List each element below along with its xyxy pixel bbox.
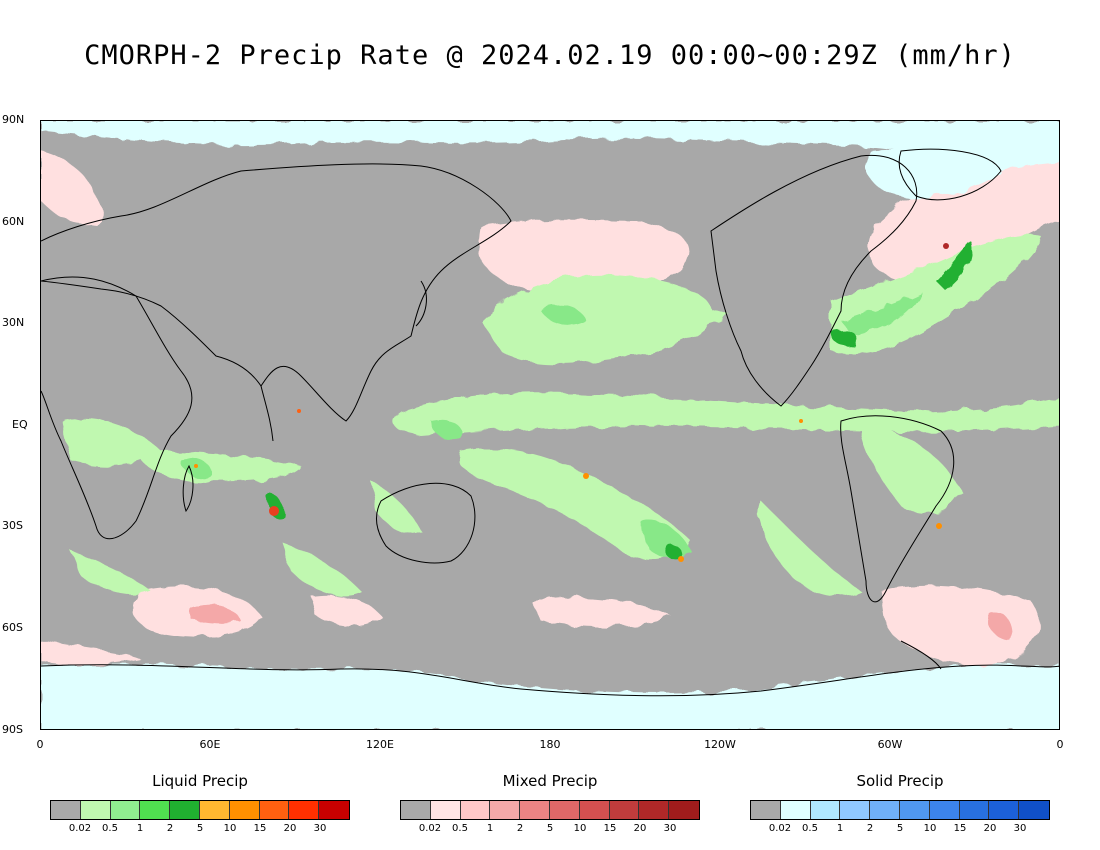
lon-label-120w: 120W xyxy=(704,738,736,751)
legend-title-solid: Solid Precip xyxy=(856,772,944,790)
legend-tick-label: 2 xyxy=(866,823,874,834)
lat-label-eq: EQ xyxy=(12,418,28,431)
legend-swatch xyxy=(609,801,640,819)
antarctic-precip-region xyxy=(41,585,1059,729)
lat-label-60n: 60N xyxy=(2,215,25,228)
legend-swatch xyxy=(140,801,171,819)
legend-swatch xyxy=(259,801,290,819)
legend-swatch xyxy=(110,801,141,819)
coast-greenland xyxy=(898,148,1002,201)
legend-swatch xyxy=(289,801,320,819)
precip-map xyxy=(40,120,1060,730)
legend-tick-label: 20 xyxy=(983,823,997,834)
legend-bar-solid xyxy=(750,800,1050,820)
legend-swatch xyxy=(199,801,230,819)
legend-tick-label: 10 xyxy=(573,823,587,834)
legend-tick-label: 5 xyxy=(196,823,204,834)
legend-swatch xyxy=(639,801,670,819)
legend-tick-label: 1 xyxy=(836,823,844,834)
lat-label-90s: 90S xyxy=(2,723,23,736)
precip-map-svg xyxy=(41,121,1059,729)
legend-swatch xyxy=(1019,801,1049,819)
legend-tick-label: 0.5 xyxy=(452,823,468,834)
legend-tick-label: 2 xyxy=(516,823,524,834)
legend-ticks-solid: 0.02 0.5 1 2 5 10 15 20 30 xyxy=(750,823,1050,837)
legend-tick-label: 30 xyxy=(1013,823,1027,834)
coast-south-america xyxy=(840,415,955,603)
lat-label-60s: 60S xyxy=(2,621,23,634)
coastlines xyxy=(41,148,1059,697)
legend-swatch xyxy=(810,801,841,819)
legend-tick-label: 10 xyxy=(223,823,237,834)
coast-madagascar xyxy=(182,464,194,513)
lat-label-30s: 30S xyxy=(2,519,23,532)
coast-australia xyxy=(375,482,476,564)
heavy-rain-cores xyxy=(181,241,972,562)
legend-ticks-liquid: 0.02 0.5 1 2 5 10 15 20 30 xyxy=(50,823,350,837)
legend-tick-label: 20 xyxy=(283,823,297,834)
legend-swatch xyxy=(899,801,930,819)
legend-tick-label: 0.02 xyxy=(768,823,792,834)
legend-swatch xyxy=(319,801,349,819)
legend-swatch xyxy=(870,801,900,819)
coast-eurasia xyxy=(41,163,512,422)
arctic-precip-region xyxy=(41,121,1059,296)
legend-tick-label: 1 xyxy=(136,823,144,834)
legend-swatch xyxy=(751,801,781,819)
legend-swatch xyxy=(669,801,699,819)
legend-title-mixed: Mixed Precip xyxy=(502,772,598,790)
lat-label-30n: 30N xyxy=(2,316,25,329)
lon-label-60e: 60E xyxy=(199,738,221,751)
legend-swatch xyxy=(460,801,491,819)
legend-ticks-mixed: 0.02 0.5 1 2 5 10 15 20 30 xyxy=(400,823,700,837)
legend-swatch xyxy=(430,801,461,819)
legend-tick-label: 0.5 xyxy=(802,823,818,834)
legend-tick-label: 0.02 xyxy=(68,823,92,834)
legend-tick-label: 2 xyxy=(166,823,174,834)
legend-swatch xyxy=(520,801,550,819)
lon-label-120e: 120E xyxy=(366,738,394,751)
lon-label-180: 180 xyxy=(539,738,561,751)
legend-swatch xyxy=(959,801,990,819)
legend-swatch xyxy=(80,801,111,819)
legend-swatch xyxy=(401,801,431,819)
legend-swatch xyxy=(989,801,1020,819)
legend-tick-label: 15 xyxy=(253,823,267,834)
map-title: CMORPH-2 Precip Rate @ 2024.02.19 00:00~… xyxy=(84,40,1016,71)
legend-tick-label: 20 xyxy=(633,823,647,834)
legend-tick-label: 15 xyxy=(953,823,967,834)
legend-swatch xyxy=(51,801,81,819)
lon-label-0: 0 xyxy=(36,738,44,751)
coast-antarctica xyxy=(41,664,1059,697)
lat-label-90n: 90N xyxy=(2,113,25,126)
legend-swatch xyxy=(490,801,521,819)
legend-tick-label: 5 xyxy=(546,823,554,834)
lon-label-0-east: 0 xyxy=(1056,738,1064,751)
extreme-rain-points xyxy=(194,243,949,562)
legend-swatch xyxy=(549,801,580,819)
legend-bar-mixed xyxy=(400,800,700,820)
legend-tick-label: 30 xyxy=(313,823,327,834)
legend-tick-label: 15 xyxy=(603,823,617,834)
legend-swatch xyxy=(579,801,610,819)
legend-tick-label: 0.02 xyxy=(418,823,442,834)
legend-tick-label: 10 xyxy=(923,823,937,834)
coast-north-america xyxy=(710,154,918,407)
coast-india xyxy=(260,385,274,442)
coast-japan xyxy=(415,280,427,327)
legend-swatch xyxy=(170,801,200,819)
legend-tick-label: 30 xyxy=(663,823,677,834)
coast-antarctic-peninsula xyxy=(900,640,942,670)
legend-swatch xyxy=(229,801,260,819)
legend-tick-label: 1 xyxy=(486,823,494,834)
legend-tick-label: 0.5 xyxy=(102,823,118,834)
lon-label-60w: 60W xyxy=(877,738,903,751)
legend-bar-liquid xyxy=(50,800,350,820)
legend-swatch xyxy=(780,801,811,819)
legend-tick-label: 5 xyxy=(896,823,904,834)
legend-swatch xyxy=(929,801,960,819)
legend-swatch xyxy=(840,801,871,819)
legend-title-liquid: Liquid Precip xyxy=(152,772,248,790)
